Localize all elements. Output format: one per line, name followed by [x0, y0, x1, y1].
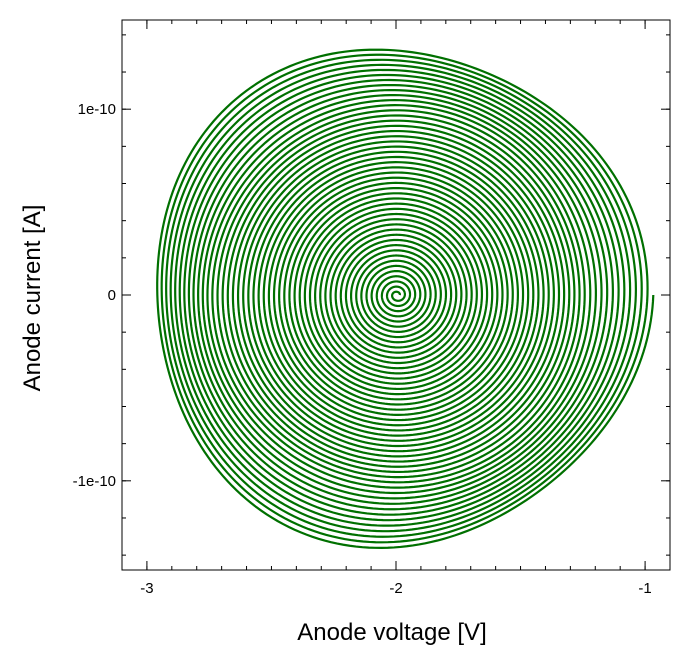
x-tick-label: -1: [638, 580, 651, 597]
tick-labels: -3 -2 -1 1e-10 0 -1e-10: [73, 101, 652, 597]
plot-frame: [121, 19, 671, 571]
y-tick-label: -1e-10: [73, 473, 116, 490]
series-line-0: [156, 48, 655, 549]
x-tick-label: -3: [140, 580, 153, 597]
major-ticks: [122, 20, 670, 570]
x-tick-label: -2: [389, 580, 402, 597]
x-axis-title: Anode voltage [V]: [297, 619, 486, 646]
y-tick-label: 1e-10: [78, 101, 116, 118]
y-axis-title: Anode current [A]: [19, 205, 46, 392]
y-tick-label: 0: [108, 287, 116, 304]
series-layer: [156, 48, 655, 549]
